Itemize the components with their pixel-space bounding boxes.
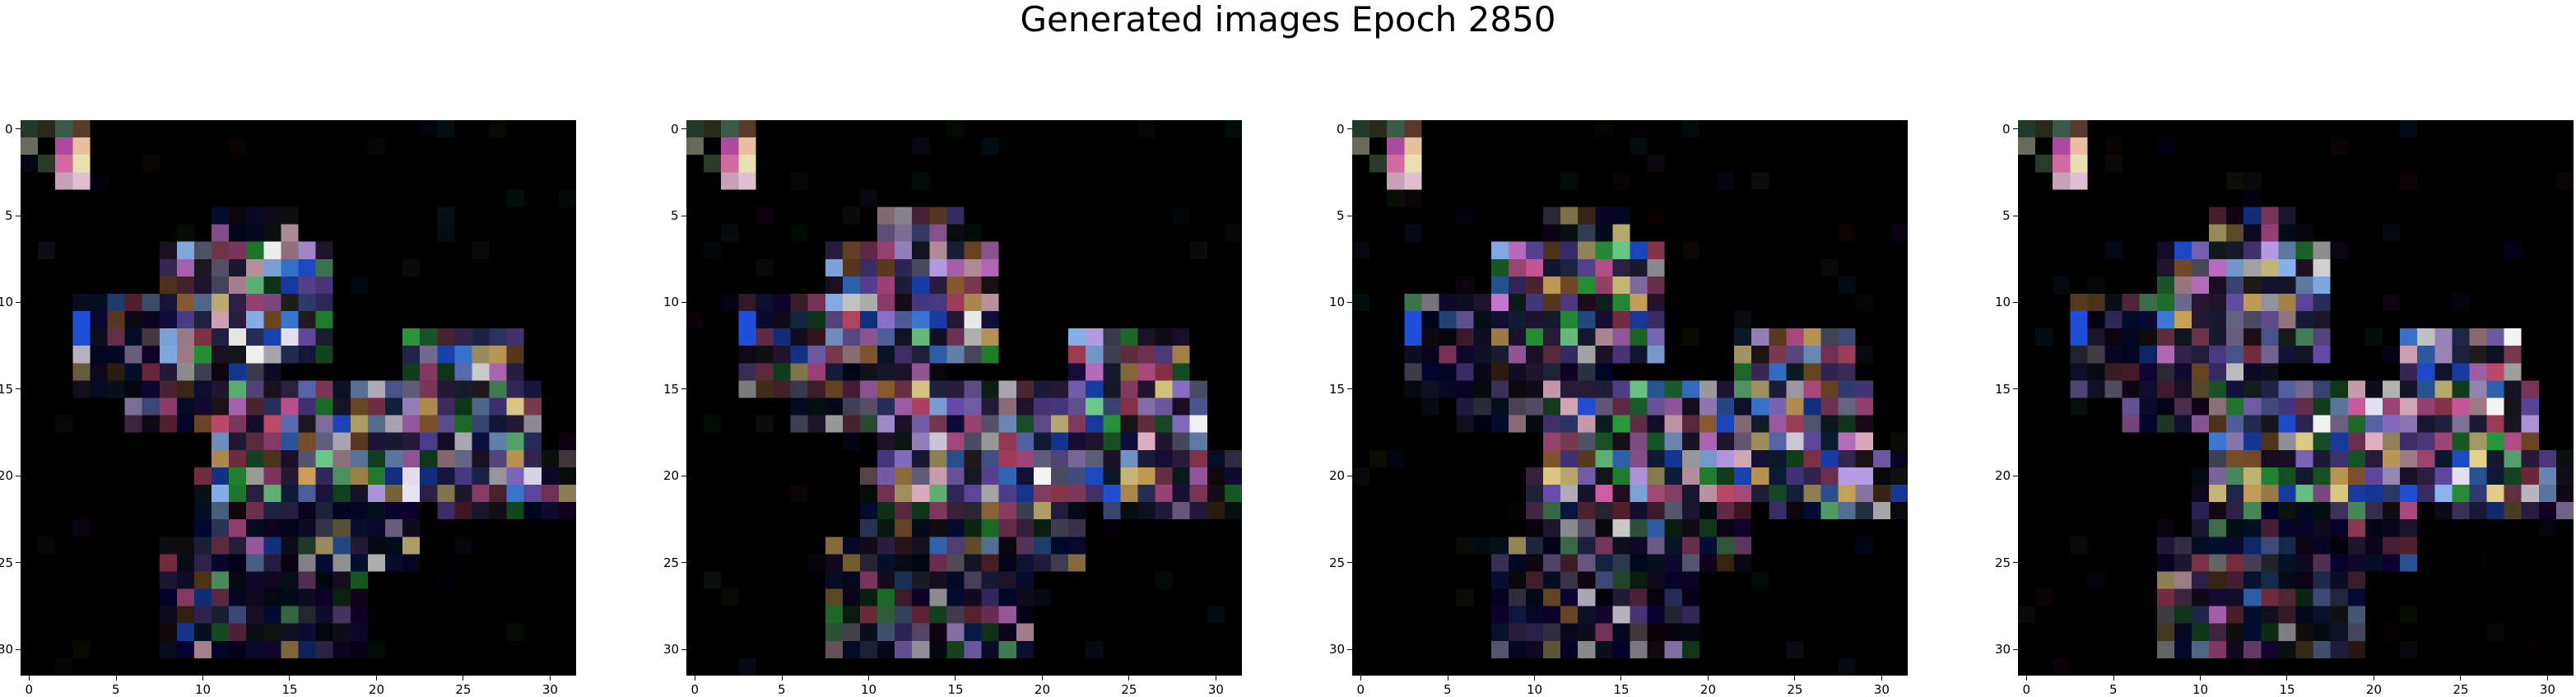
x-tick-label: 30 [1207,682,1224,697]
x-tick-mark [29,676,30,681]
x-tick-label: 0 [2022,682,2031,697]
x-tick-mark [1881,676,1882,681]
y-tick-label: 25 [0,555,14,570]
x-tick-label: 10 [1526,682,1543,697]
y-tick-label: 0 [671,121,679,137]
y-tick-label: 5 [671,208,679,224]
y-tick-label: 15 [0,381,14,397]
y-tick-label: 5 [5,208,13,224]
generated-image-1 [21,120,576,676]
x-tick-label: 10 [2192,682,2209,697]
x-tick-mark [867,676,869,681]
x-tick-mark [2546,676,2548,681]
y-tick-label: 30 [1995,642,2011,658]
x-tick-label: 15 [1613,682,1630,697]
x-tick-mark [1360,676,1362,681]
x-tick-label: 15 [281,682,298,697]
y-tick-label: 30 [1329,642,1346,658]
x-tick-mark [781,676,783,681]
x-tick-label: 30 [2539,682,2555,697]
x-tick-label: 5 [2109,682,2118,697]
x-tick-label: 25 [455,682,472,697]
x-tick-mark [2026,676,2028,681]
x-tick-label: 0 [1356,682,1365,697]
x-tick-mark [1041,676,1043,681]
generated-image-panel-1 [21,120,576,676]
x-tick-mark [1128,676,1130,681]
x-tick-label: 5 [1444,682,1452,697]
y-tick-label: 15 [663,381,680,397]
x-tick-mark [1533,676,1535,681]
y-tick-label: 20 [1995,468,2011,484]
x-tick-label: 15 [947,682,964,697]
generated-image-3 [1352,120,1908,676]
generated-image-panel-2 [686,120,1242,676]
x-tick-label: 5 [112,682,120,697]
generated-image-panel-3 [1352,120,1908,676]
y-tick-label: 25 [1329,555,1346,570]
generated-image-2 [686,120,1242,676]
x-tick-label: 20 [1700,682,1717,697]
x-tick-label: 10 [860,682,877,697]
y-tick-label: 10 [1995,295,2011,310]
x-tick-mark [2113,676,2114,681]
x-tick-label: 25 [1121,682,1137,697]
y-tick-label: 15 [1995,381,2011,397]
x-tick-label: 10 [194,682,212,697]
x-tick-label: 15 [2279,682,2295,697]
x-tick-label: 5 [778,682,786,697]
generated-image-4 [2018,120,2574,676]
x-tick-label: 25 [1787,682,1803,697]
x-tick-mark [955,676,956,681]
x-tick-label: 20 [368,682,385,697]
x-tick-mark [202,676,203,681]
y-tick-label: 30 [663,642,680,658]
y-tick-label: 30 [0,642,14,658]
x-tick-mark [1794,676,1796,681]
x-tick-label: 20 [2365,682,2383,697]
y-tick-label: 25 [663,555,680,570]
x-tick-label: 20 [1034,682,1051,697]
x-tick-mark [1620,676,1622,681]
y-tick-label: 0 [5,121,13,137]
x-tick-mark [2286,676,2288,681]
x-tick-label: 30 [1873,682,1890,697]
x-tick-mark [2460,676,2462,681]
x-tick-label: 0 [25,682,34,697]
y-tick-label: 10 [1329,295,1346,310]
generated-image-panel-4 [2018,120,2574,676]
y-tick-label: 0 [2002,121,2011,137]
y-tick-label: 5 [1337,208,1345,224]
x-tick-mark [1707,676,1709,681]
x-tick-mark [375,676,377,681]
y-tick-label: 20 [663,468,680,484]
x-tick-label: 25 [2453,682,2469,697]
figure-title: Generated images Epoch 2850 [1020,0,1556,39]
y-tick-label: 10 [0,295,14,310]
y-tick-label: 20 [1329,468,1346,484]
y-tick-label: 20 [0,468,14,484]
x-tick-mark [2199,676,2201,681]
x-tick-mark [115,676,117,681]
y-tick-label: 15 [1329,381,1346,397]
x-tick-label: 0 [690,682,700,697]
x-tick-mark [549,676,551,681]
x-tick-label: 30 [542,682,558,697]
y-tick-label: 10 [663,295,680,310]
x-tick-mark [289,676,291,681]
y-tick-label: 25 [1995,555,2011,570]
y-tick-label: 5 [2002,208,2011,224]
y-tick-label: 0 [1337,121,1345,137]
